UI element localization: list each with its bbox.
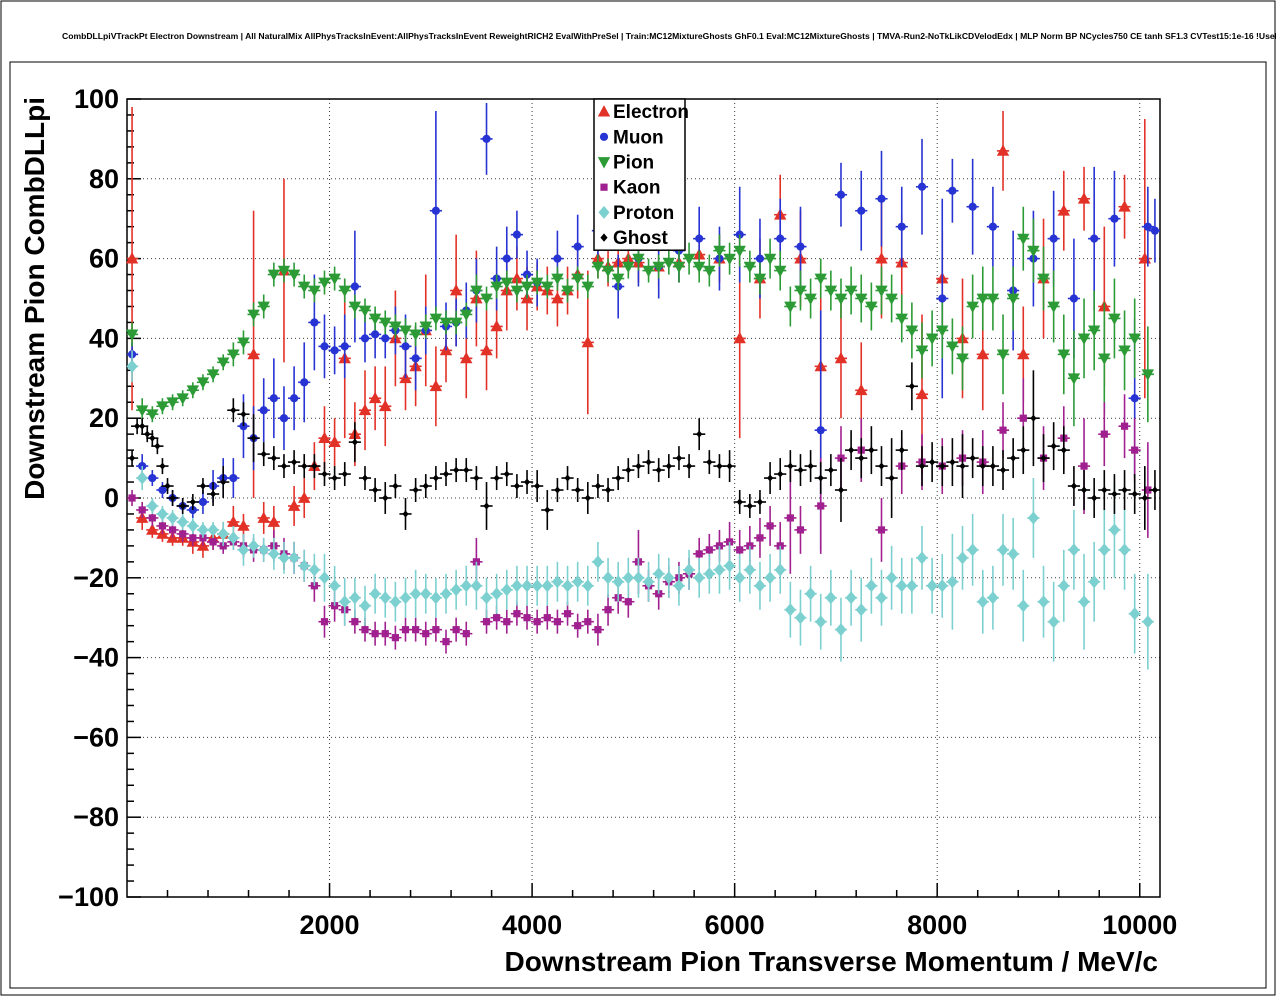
y-tick-label: 100 <box>74 84 119 114</box>
y-tick-label: 60 <box>89 244 119 274</box>
y-tick-label: 80 <box>89 164 119 194</box>
series-proton <box>126 350 1154 670</box>
pad-border <box>9 61 1267 989</box>
series-ghost <box>127 362 1160 530</box>
legend-item-electron: Electron <box>597 102 689 123</box>
legend-item-ghost: Ghost <box>600 228 669 249</box>
x-tick-label: 8000 <box>907 910 967 940</box>
legend-label: Kaon <box>613 178 661 199</box>
x-axis-title: Downstream Pion Transverse Momentum / Me… <box>504 946 1158 977</box>
legend-box <box>593 98 686 251</box>
legend-item-muon: Muon <box>599 127 664 148</box>
x-tick-label: 4000 <box>502 910 562 940</box>
y-tick-label: 40 <box>89 323 119 353</box>
y-tick-label: −80 <box>73 802 119 832</box>
legend-item-kaon: Kaon <box>600 178 661 199</box>
y-tick-label: 20 <box>89 403 119 433</box>
legend-label: Electron <box>613 102 689 123</box>
legend-item-pion: Pion <box>597 153 654 174</box>
legend-label: Pion <box>613 153 654 174</box>
y-tick-label: −20 <box>73 563 119 593</box>
x-tick-label: 10000 <box>1102 910 1177 940</box>
y-tick-label: −60 <box>73 722 119 752</box>
y-tick-label: −100 <box>58 882 119 912</box>
series-pion <box>125 206 1155 427</box>
y-tick-label: 0 <box>104 483 119 513</box>
y-tick-label: −40 <box>73 643 119 673</box>
legend-label: Proton <box>613 203 674 224</box>
legend: Electron Muon Pion Kaon Proton Ghost <box>593 98 689 251</box>
canvas-title: CombDLLpiVTrackPt Electron Downstream | … <box>62 31 1276 41</box>
legend-label: Muon <box>613 127 664 148</box>
y-axis-title: Downstream Pion CombDLLpi <box>19 97 50 500</box>
axes: 2000 4000 6000 8000 10000 −100 −80 −60 −40 −20 0 20… <box>58 84 1177 940</box>
x-tick-label: 2000 <box>300 910 360 940</box>
legend-item-proton: Proton <box>598 203 674 224</box>
legend-label: Ghost <box>613 228 669 249</box>
x-tick-label: 6000 <box>705 910 765 940</box>
